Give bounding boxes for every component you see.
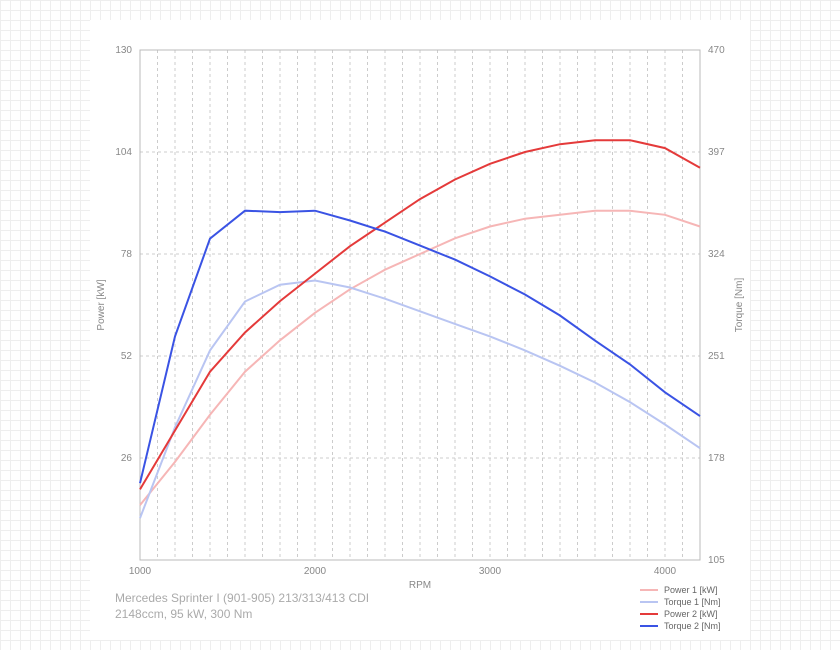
y-right-tick-label: 397: [708, 147, 725, 158]
y-left-axis-title: Power [kW]: [96, 279, 107, 330]
footer-line-2: 2148ccm, 95 kW, 300 Nm: [115, 607, 252, 621]
y-left-tick-label: 130: [115, 45, 132, 56]
y-right-tick-label: 470: [708, 45, 725, 56]
y-left-tick-label: 78: [121, 249, 133, 260]
legend-label: Power 1 [kW]: [664, 585, 718, 595]
y-right-tick-label: 251: [708, 351, 725, 362]
x-tick-label: 4000: [654, 566, 677, 577]
y-right-tick-label: 105: [708, 555, 725, 566]
y-left-tick-label: 52: [121, 351, 133, 362]
y-right-axis-title: Torque [Nm]: [734, 278, 745, 333]
legend-label: Power 2 [kW]: [664, 609, 718, 619]
x-axis-title: RPM: [409, 580, 431, 591]
y-left-tick-label: 104: [115, 147, 132, 158]
dyno-chart: 1000 2000 3000 4000 RPM 26 52 78 104 130 Power [kW…: [90, 20, 750, 640]
legend-label: Torque 1 [Nm]: [664, 597, 721, 607]
x-tick-label: 1000: [129, 566, 152, 577]
y-right-tick-label: 324: [708, 249, 725, 260]
y-left-tick-label: 26: [121, 453, 133, 464]
y-right-tick-label: 178: [708, 453, 725, 464]
legend-label: Torque 2 [Nm]: [664, 621, 721, 631]
x-tick-label: 3000: [479, 566, 502, 577]
footer-line-1: Mercedes Sprinter I (901-905) 213/313/41…: [115, 591, 369, 605]
x-tick-label: 2000: [304, 566, 327, 577]
